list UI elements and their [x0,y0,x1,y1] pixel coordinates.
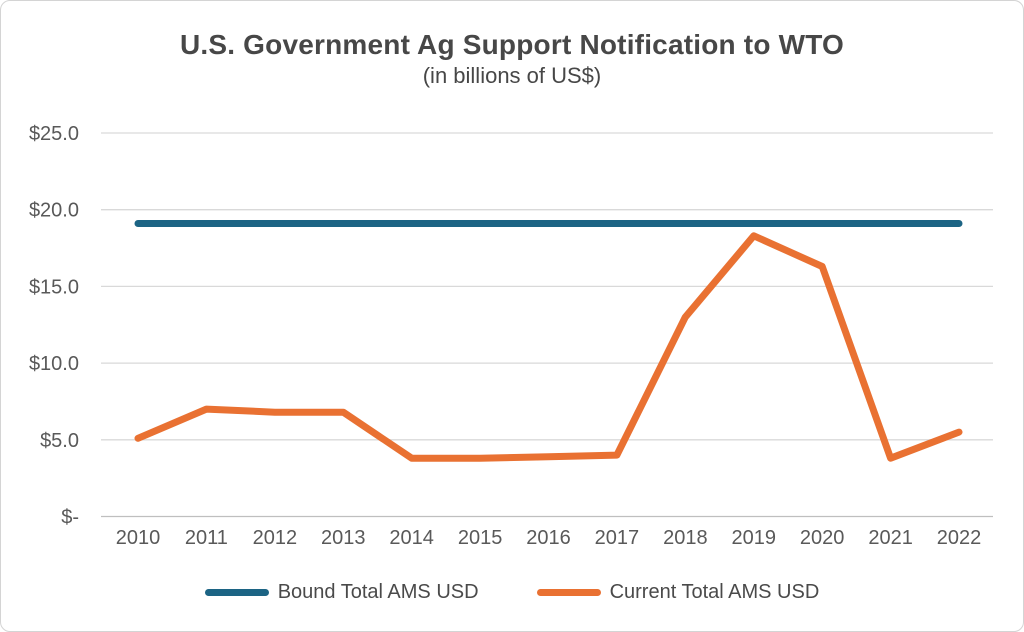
chart-subtitle: (in billions of US$) [422,63,602,88]
chart-plot-area: $25.0 $20.0 $15.0 $10.0 $5.0 $- 2010 2011 2012 20… [29,123,993,549]
series-line-current-total-ams-usd [134,232,963,462]
x-tick-label: 2013 [321,527,366,549]
y-tick-label: $25.0 [29,123,79,145]
x-tick-label: 2016 [526,527,571,549]
x-tick-label: 2010 [116,527,161,549]
legend-swatch-bound-line-icon [204,588,269,596]
legend-label-bound: Bound Total AMS USD [277,581,479,603]
x-tick-label: 2012 [253,527,298,549]
chart-legend: Bound Total AMS USD Current Total AMS US… [1,579,1023,605]
legend-label-current: Current Total AMS USD [609,581,820,603]
x-tick-label: 2011 [185,527,228,549]
y-tick-label: $5.0 [40,430,79,452]
x-tick-label: 2020 [800,527,845,549]
x-tick-label: 2019 [732,527,777,549]
y-tick-label: $20.0 [29,200,79,222]
x-tick-label: 2022 [937,527,982,549]
legend-item-bound-total-ams: Bound Total AMS USD [204,579,479,605]
legend-item-current-total-ams: Current Total AMS USD [536,579,820,605]
x-tick-label: 2021 [868,527,913,549]
x-tick-label: 2017 [595,527,640,549]
x-tick-label: 2018 [663,527,708,549]
legend-swatch-current-line-icon [536,588,601,596]
y-tick-label: $15.0 [29,276,79,298]
chart-title: U.S. Government Ag Support Notification … [179,29,845,60]
y-tick-label: $10.0 [29,353,79,375]
y-tick-label: $- [61,507,79,529]
x-tick-label: 2015 [458,527,503,549]
x-tick-label: 2014 [389,527,434,549]
